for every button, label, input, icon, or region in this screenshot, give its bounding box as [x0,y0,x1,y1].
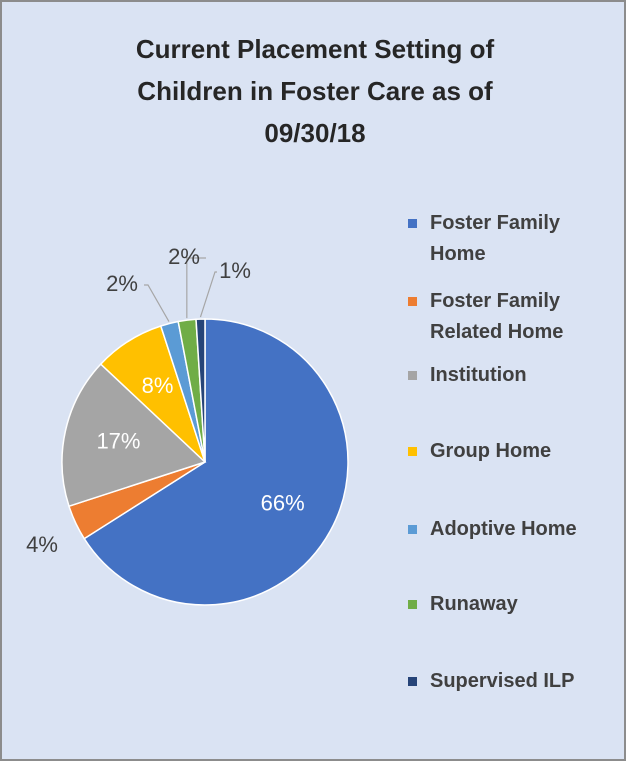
data-label: 17% [96,428,140,453]
pie-slice [83,318,349,606]
legend-label: Foster Family Home [430,212,561,265]
legend-label: Foster Family Related Home [430,290,564,343]
legend-swatch [408,371,417,380]
legend-label: Supervised ILP [430,670,575,692]
legend-label: Adoptive Home [430,518,577,540]
legend-label: Group Home [430,440,552,462]
leader-line [186,257,206,319]
leader-line [144,284,170,322]
legend-label: Institution [430,364,527,386]
leader-line [199,271,217,318]
legend-label: Runaway [430,593,518,615]
legend-swatch [408,297,417,306]
pie-slice [195,318,206,463]
pie-slice [61,363,207,508]
chart-title: Current Placement Setting of Children in… [135,34,495,148]
legend-swatch [408,219,417,228]
data-label: 2% [168,244,200,269]
legend-swatch [408,677,417,686]
legend-swatch [408,600,417,609]
legend-swatch [408,447,417,456]
data-label: 1% [219,258,251,283]
legend-swatch [408,525,417,534]
data-label: 8% [142,373,174,398]
data-label: 4% [26,532,58,557]
data-label: 2% [106,271,138,296]
data-label: 66% [261,491,305,516]
